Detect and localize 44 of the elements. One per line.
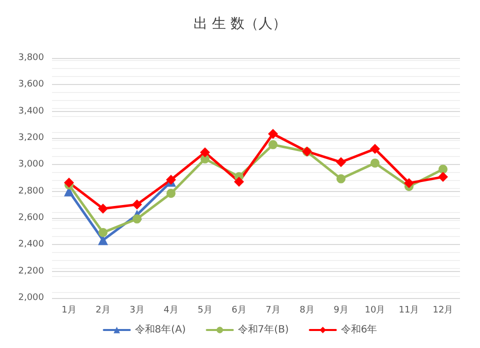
point xyxy=(132,214,142,224)
x-tick-label: 2月 xyxy=(96,306,110,316)
y-tick-label: 3,200 xyxy=(18,133,44,143)
legend-label: 令和7年(B) xyxy=(238,324,289,336)
y-tick-label: 3,800 xyxy=(18,53,44,63)
point xyxy=(370,158,380,168)
point xyxy=(98,235,108,246)
point xyxy=(132,200,142,210)
y-tick-label: 2,400 xyxy=(18,240,44,250)
y-tick-label: 2,000 xyxy=(18,293,44,303)
y-tick-label: 3,400 xyxy=(18,106,44,116)
point xyxy=(268,140,278,150)
point xyxy=(234,176,244,187)
point xyxy=(98,228,108,238)
point xyxy=(336,157,346,168)
legend-label: 令和6年 xyxy=(340,324,378,336)
point xyxy=(370,144,380,154)
x-tick-label: 10月 xyxy=(364,306,386,316)
point xyxy=(438,172,448,182)
x-tick-label: 9月 xyxy=(334,306,348,316)
legend-label: 令和8年(A) xyxy=(134,324,186,336)
point xyxy=(438,164,448,174)
y-tick-label: 2,600 xyxy=(18,213,44,223)
chart-title: 出 生 数（人） xyxy=(194,16,286,32)
x-tick-label: 5月 xyxy=(198,306,212,316)
x-tick-label: 3月 xyxy=(130,306,144,316)
y-tick-label: 2,200 xyxy=(18,266,44,276)
point xyxy=(64,178,74,188)
x-tick-label: 1月 xyxy=(62,306,76,316)
x-tick-label: 12月 xyxy=(432,306,454,316)
y-tick-label: 3,000 xyxy=(18,160,44,170)
point xyxy=(166,188,176,198)
point xyxy=(98,204,108,214)
x-tick-label: 7月 xyxy=(266,306,280,316)
x-tick-label: 11月 xyxy=(398,306,420,316)
point xyxy=(268,128,278,139)
x-tick-label: 4月 xyxy=(164,306,178,316)
point xyxy=(404,178,414,188)
x-tick-label: 8月 xyxy=(300,306,314,316)
y-tick-label: 2,800 xyxy=(18,186,44,196)
point xyxy=(336,174,346,184)
y-tick-label: 3,600 xyxy=(18,80,44,90)
point xyxy=(200,147,210,158)
x-tick-label: 6月 xyxy=(232,306,246,316)
